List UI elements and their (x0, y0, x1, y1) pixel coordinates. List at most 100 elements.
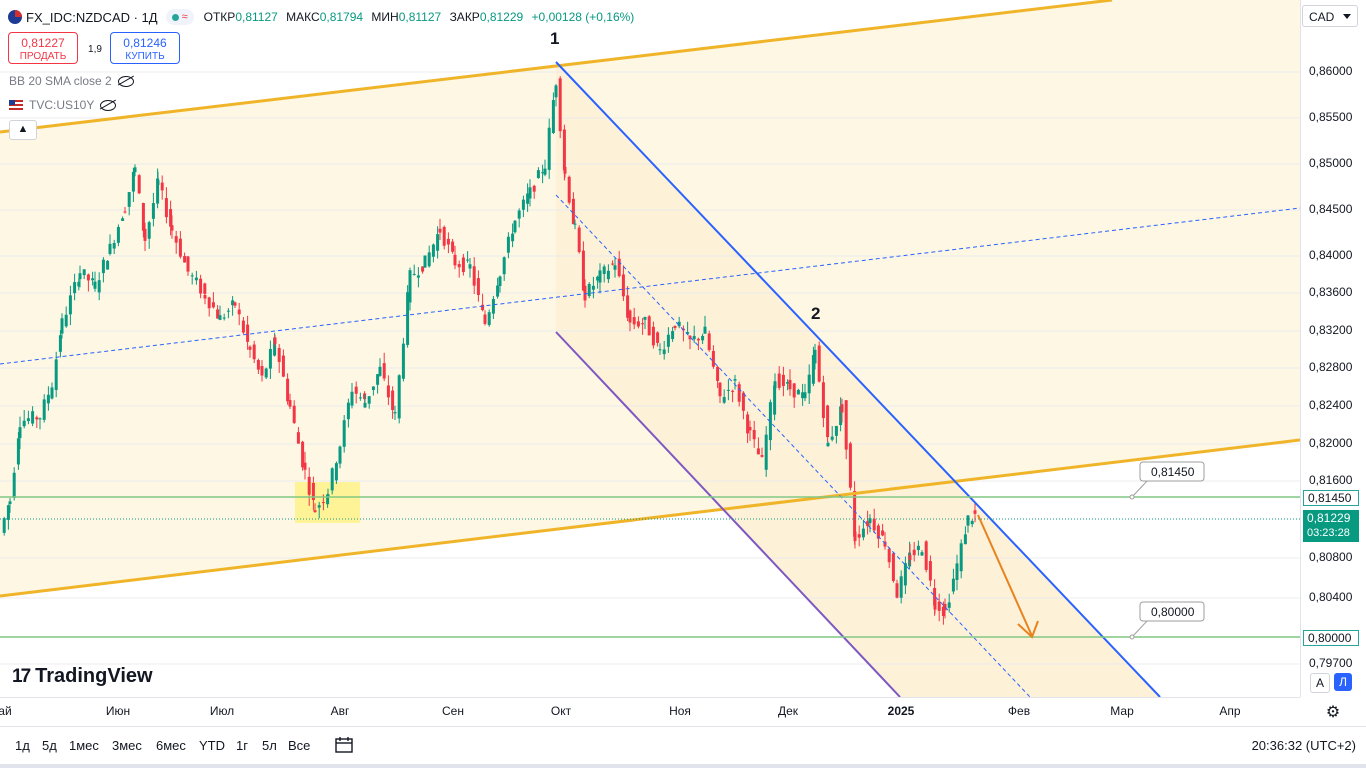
candle-body (313, 510, 317, 513)
candle (647, 315, 651, 336)
range-button-8[interactable]: Все (288, 738, 311, 753)
candle-body (916, 545, 920, 550)
wave-label-2: 2 (811, 304, 820, 323)
candle (563, 158, 567, 178)
range-button-5[interactable]: YTD (199, 738, 225, 753)
candle (86, 273, 90, 292)
candle (431, 243, 435, 263)
down-trend-line (555, 61, 1161, 697)
candle-body (58, 335, 62, 352)
candle (256, 358, 260, 374)
buy-label: КУПИТЬ (125, 51, 165, 62)
candle-body (636, 321, 640, 327)
candle (246, 315, 250, 350)
candle-body (752, 429, 756, 440)
sell-button[interactable]: 0,81227 ПРОДАТЬ (8, 32, 78, 64)
range-button-6[interactable]: 1г (236, 738, 248, 753)
buy-button[interactable]: 0,81246 КУПИТЬ (110, 32, 180, 64)
log-scale-button[interactable]: Л (1334, 673, 1352, 691)
candle-body (613, 265, 617, 270)
candle (536, 167, 540, 179)
candle-body (632, 317, 636, 325)
hidden-eye-icon[interactable] (100, 99, 117, 111)
tradingview-logo[interactable]: 17 TradingView (12, 665, 153, 688)
indicator-compare[interactable]: TVC:US10Y (9, 98, 117, 112)
candle (438, 218, 442, 241)
currency-select[interactable]: CAD (1302, 5, 1358, 27)
candle (598, 263, 602, 294)
candle-body (156, 180, 160, 185)
candle (143, 222, 147, 252)
candle-body (273, 337, 277, 344)
price-axis[interactable] (1300, 0, 1366, 697)
candle (334, 461, 338, 485)
candle (748, 420, 752, 441)
candle (567, 175, 571, 205)
range-button-3[interactable]: 3мес (112, 738, 142, 753)
collapse-legend-button[interactable]: ▲ (9, 120, 37, 140)
candle-body (101, 259, 105, 274)
time-tick-label: ай (0, 704, 12, 718)
candle-body (813, 349, 817, 364)
candle-body (286, 378, 290, 402)
candle-body (643, 317, 647, 320)
clock[interactable]: 20:36:32 (UTC+2) (1251, 738, 1356, 753)
range-button-0[interactable]: 1д (15, 738, 30, 753)
candle (696, 337, 700, 351)
candle-body (186, 256, 190, 272)
candle (226, 308, 230, 319)
candle (959, 539, 963, 579)
candle-body (35, 417, 39, 420)
auto-scale-button[interactable]: A (1310, 673, 1330, 693)
candle (303, 451, 307, 480)
candle-body (46, 394, 50, 404)
candle (817, 341, 821, 383)
candle-body (792, 383, 796, 398)
range-button-2[interactable]: 1мес (69, 738, 99, 753)
candle-body (760, 455, 764, 457)
candle (203, 290, 207, 305)
high-value: 0,81794 (319, 10, 364, 24)
candle-body (666, 334, 670, 347)
candle-body (839, 406, 843, 426)
callout-anchor (1129, 494, 1135, 500)
candle (248, 345, 252, 358)
range-button-1[interactable]: 5д (42, 738, 57, 753)
candle (446, 232, 450, 254)
indicator-bb[interactable]: BB 20 SMA close 2 (9, 74, 134, 88)
candle-body (577, 227, 581, 253)
bottom-strip (0, 764, 1366, 768)
time-axis[interactable]: ай Июн Июл Авг Сен Окт Ноя Дек 2025 Фев Мар Апр (0, 697, 1300, 726)
candle-body (602, 266, 606, 274)
range-button-4[interactable]: 6мес (156, 738, 186, 753)
callout-box (1139, 601, 1205, 622)
candle (288, 393, 292, 410)
calendar-range-icon[interactable] (334, 736, 354, 754)
candle-body (408, 270, 412, 303)
symbol-header: FX_IDC:NZDCAD · 1Д ≈ ОТКР0,81127 МАКС0,8… (8, 8, 639, 26)
candle-body (543, 168, 547, 175)
symbol-title[interactable]: FX_IDC:NZDCAD · 1Д (26, 9, 158, 25)
candle-body (190, 275, 194, 277)
chart-plot-area[interactable]: 1 2 0,81450 0,80000 (0, 0, 1300, 697)
market-status-pill[interactable]: ≈ (165, 9, 194, 25)
candle (756, 437, 760, 455)
candle (31, 406, 35, 427)
chart-canvas[interactable]: 1 2 0,81450 0,80000 (0, 0, 1300, 697)
candle (241, 316, 245, 335)
candle-body (677, 321, 681, 327)
candle (183, 252, 187, 263)
candle-body (346, 402, 350, 420)
gear-icon[interactable]: ⚙ (1325, 704, 1341, 721)
candle-body (768, 402, 772, 441)
candle-body (881, 530, 885, 536)
axis-buttons: A Л (1310, 673, 1352, 693)
candle (666, 327, 670, 353)
candle-body (912, 549, 916, 556)
price-tick-label: 0,85000 (1309, 156, 1353, 170)
candle (58, 330, 62, 358)
candle (554, 83, 558, 107)
range-button-7[interactable]: 5л (262, 738, 277, 753)
hidden-eye-icon[interactable] (117, 75, 134, 87)
candle (857, 525, 861, 547)
